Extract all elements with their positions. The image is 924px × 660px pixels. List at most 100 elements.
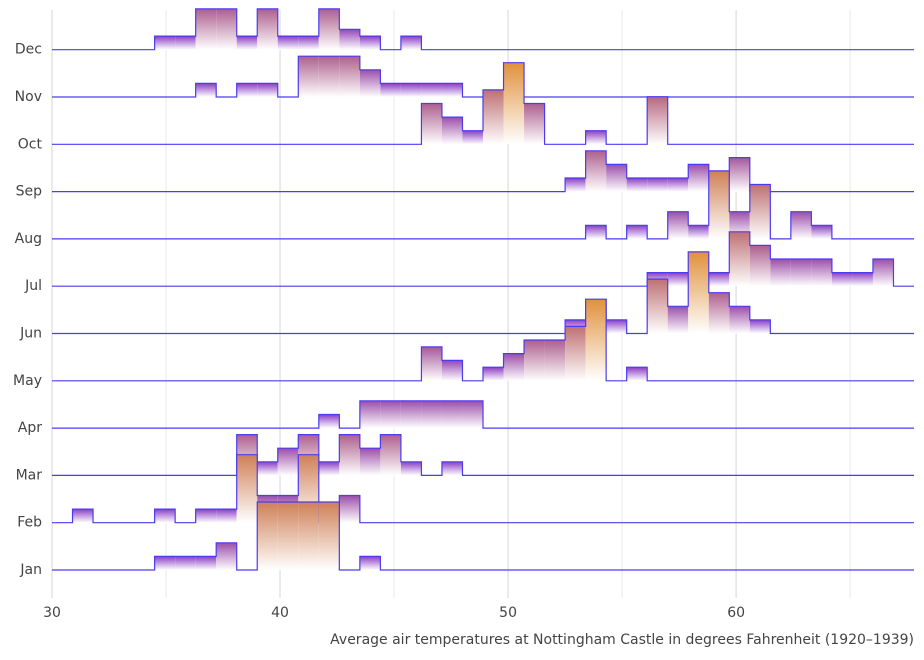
bar bbox=[565, 178, 586, 192]
bar bbox=[790, 259, 812, 287]
x-tick-label: 30 bbox=[43, 605, 61, 621]
bar bbox=[483, 89, 504, 145]
ridge-outline bbox=[52, 454, 914, 524]
bar bbox=[852, 272, 873, 287]
bar bbox=[565, 326, 586, 381]
bar bbox=[585, 299, 607, 381]
bar bbox=[400, 461, 422, 476]
bar bbox=[462, 400, 483, 429]
bar bbox=[790, 211, 812, 239]
bar bbox=[729, 306, 750, 334]
bar bbox=[257, 83, 278, 97]
bar bbox=[318, 502, 340, 570]
bar bbox=[298, 36, 319, 50]
ridge-outline bbox=[52, 55, 914, 98]
bar bbox=[872, 259, 894, 287]
bar bbox=[380, 83, 401, 97]
bar bbox=[688, 225, 709, 239]
bar bbox=[441, 400, 463, 429]
bar bbox=[257, 502, 278, 570]
bar bbox=[647, 279, 668, 334]
bar bbox=[257, 461, 278, 476]
bar bbox=[647, 178, 668, 192]
y-tick-label: Apr bbox=[18, 420, 42, 436]
bar bbox=[359, 400, 381, 429]
bar bbox=[770, 259, 791, 287]
y-tick-label: Feb bbox=[17, 515, 42, 531]
bar bbox=[483, 367, 504, 381]
bar bbox=[359, 36, 381, 50]
bar bbox=[708, 272, 730, 287]
bar bbox=[626, 225, 648, 239]
bar bbox=[585, 130, 607, 145]
bar bbox=[749, 184, 771, 239]
bar bbox=[729, 157, 750, 192]
ridges bbox=[52, 8, 914, 571]
bar bbox=[175, 36, 196, 50]
bar bbox=[277, 448, 299, 476]
bar bbox=[339, 434, 360, 476]
y-tick-label: Mar bbox=[16, 467, 43, 483]
ridge-outline bbox=[52, 400, 914, 429]
bar bbox=[154, 509, 176, 523]
bar bbox=[359, 69, 381, 97]
bar bbox=[647, 96, 668, 145]
ridge bbox=[52, 8, 914, 51]
ridge bbox=[52, 55, 914, 98]
ridge-outline bbox=[52, 170, 914, 240]
bar bbox=[585, 225, 607, 239]
ridge-outline bbox=[52, 8, 914, 51]
bar bbox=[277, 36, 299, 50]
bar bbox=[503, 353, 525, 381]
bar bbox=[277, 502, 299, 570]
bar bbox=[421, 83, 442, 97]
bar bbox=[318, 461, 340, 476]
bar bbox=[441, 117, 463, 145]
ridge bbox=[52, 434, 914, 476]
bar bbox=[667, 306, 689, 334]
ridge-outline bbox=[52, 251, 914, 335]
bar bbox=[667, 272, 689, 287]
ridge bbox=[52, 298, 914, 382]
bar bbox=[421, 400, 442, 429]
bar bbox=[708, 292, 730, 334]
y-tick-label: Sep bbox=[16, 184, 43, 200]
ridge bbox=[52, 501, 914, 571]
bar bbox=[154, 556, 176, 570]
bar bbox=[380, 400, 401, 429]
bar bbox=[298, 56, 319, 97]
bar bbox=[831, 272, 853, 287]
bar bbox=[811, 259, 832, 287]
bar bbox=[318, 414, 340, 429]
bar bbox=[749, 319, 771, 334]
bar bbox=[524, 103, 545, 145]
bar bbox=[339, 56, 360, 97]
bar bbox=[688, 164, 709, 192]
bar bbox=[359, 556, 381, 570]
bar bbox=[441, 360, 463, 381]
bar bbox=[688, 251, 709, 334]
bar bbox=[318, 8, 340, 50]
bar bbox=[811, 225, 832, 239]
ridge-outline bbox=[52, 501, 914, 571]
bar bbox=[606, 164, 627, 192]
bar bbox=[585, 150, 607, 192]
bar bbox=[400, 400, 422, 429]
bar bbox=[195, 83, 217, 97]
bar bbox=[708, 170, 730, 239]
bar bbox=[400, 36, 422, 50]
bar bbox=[380, 434, 401, 476]
x-tick-label: 40 bbox=[271, 605, 289, 621]
ridge-outline bbox=[52, 298, 914, 382]
ridge bbox=[52, 62, 914, 145]
ridge-outline bbox=[52, 62, 914, 145]
bar bbox=[216, 542, 237, 570]
bar bbox=[400, 83, 422, 97]
bar bbox=[503, 62, 525, 145]
bar bbox=[195, 8, 217, 50]
y-tick-label: May bbox=[13, 373, 42, 389]
x-tick-label: 50 bbox=[499, 605, 517, 621]
ridge-outline bbox=[52, 231, 914, 287]
y-tick-label: Jul bbox=[24, 278, 42, 294]
